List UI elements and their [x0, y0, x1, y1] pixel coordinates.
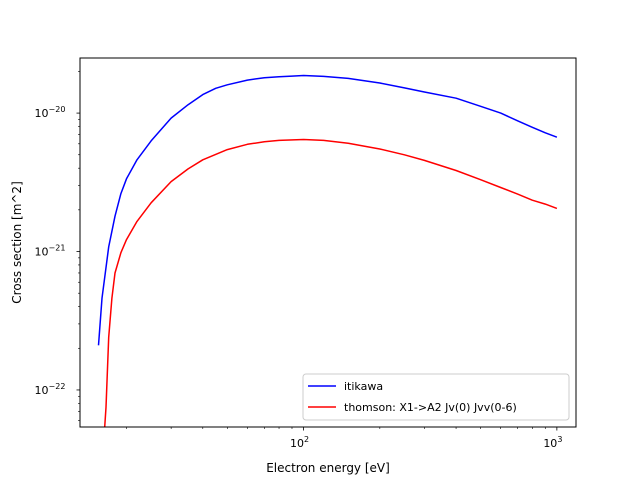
x-tick-label: 102: [290, 435, 309, 450]
legend-box: [302, 373, 570, 421]
y-axis-label: Cross section [m^2]: [10, 181, 24, 303]
series-line-1: [97, 74, 558, 346]
series-layer: [97, 74, 558, 427]
legend-label: itikawa: [344, 380, 383, 393]
axes-layer: 102 103 10−22 10−21 10−20: [35, 71, 562, 450]
legend-label: thomson: X1->A2 Jv(0) Jvv(0-6): [344, 401, 517, 414]
y-tick-label: 10−20: [35, 105, 66, 120]
plot-frame: [79, 57, 577, 428]
x-tick-label: 103: [543, 435, 562, 450]
y-tick-label: 10−21: [35, 244, 66, 259]
series-line-2: [103, 138, 558, 427]
legend: itikawa thomson: X1->A2 Jv(0) Jvv(0-6): [302, 373, 570, 421]
x-axis-label: Electron energy [eV]: [266, 461, 390, 475]
y-tick-label: 10−22: [35, 382, 66, 397]
